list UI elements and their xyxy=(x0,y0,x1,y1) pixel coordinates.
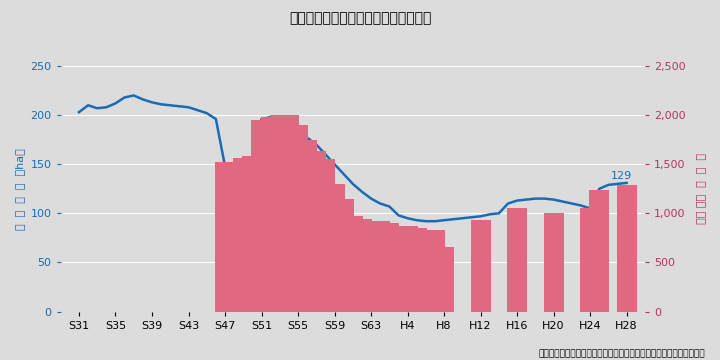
Bar xyxy=(361,221,381,311)
Bar xyxy=(352,219,372,311)
Bar xyxy=(415,233,436,311)
Bar xyxy=(306,152,326,311)
Bar xyxy=(616,185,636,311)
Bar xyxy=(379,223,400,311)
Bar xyxy=(589,190,609,311)
Text: 129: 129 xyxy=(611,171,632,181)
Bar xyxy=(243,156,262,311)
Bar xyxy=(370,221,390,311)
Bar xyxy=(333,199,354,311)
Bar xyxy=(434,247,454,311)
Bar xyxy=(270,115,290,311)
Bar xyxy=(343,216,363,311)
Bar xyxy=(224,172,244,311)
Bar xyxy=(251,120,271,311)
Bar xyxy=(315,159,336,311)
Bar xyxy=(297,140,318,311)
Bar xyxy=(288,125,308,311)
Bar xyxy=(397,226,418,311)
Bar xyxy=(580,208,600,311)
Text: 本県のももの栽培面積と収穫量の推移: 本県のももの栽培面積と収穫量の推移 xyxy=(289,11,431,25)
Text: 資料：農林水産省「耕地及び作付面積統計」、「果樹生産出荷統計」: 資料：農林水産省「耕地及び作付面積統計」、「果樹生産出荷統計」 xyxy=(539,350,706,359)
Bar xyxy=(407,228,427,311)
Bar xyxy=(325,184,345,311)
Bar xyxy=(233,158,253,311)
Bar xyxy=(388,226,408,311)
Bar xyxy=(471,220,490,311)
Bar xyxy=(279,115,299,311)
Bar xyxy=(215,162,235,311)
Bar xyxy=(507,208,527,311)
Bar xyxy=(261,117,281,311)
Y-axis label: 収  穫  量  （ト ン）: 収 穫 量 （ト ン） xyxy=(695,153,705,224)
Bar xyxy=(425,230,445,311)
Bar xyxy=(544,213,564,311)
Y-axis label: 栽  培  面  積  （ha）: 栽 培 面 積 （ha） xyxy=(15,148,25,230)
